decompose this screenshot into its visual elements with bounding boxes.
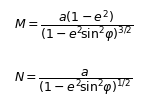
Text: $M = \dfrac{a(1-e^2)}{(1-e^2\!\sin^2\!\varphi)^{3/2}}$: $M = \dfrac{a(1-e^2)}{(1-e^2\!\sin^2\!\v… [14,9,133,44]
Text: $N = \dfrac{a}{(1-e^2\!\sin^2\!\varphi)^{1/2}}$: $N = \dfrac{a}{(1-e^2\!\sin^2\!\varphi)^… [14,68,133,97]
